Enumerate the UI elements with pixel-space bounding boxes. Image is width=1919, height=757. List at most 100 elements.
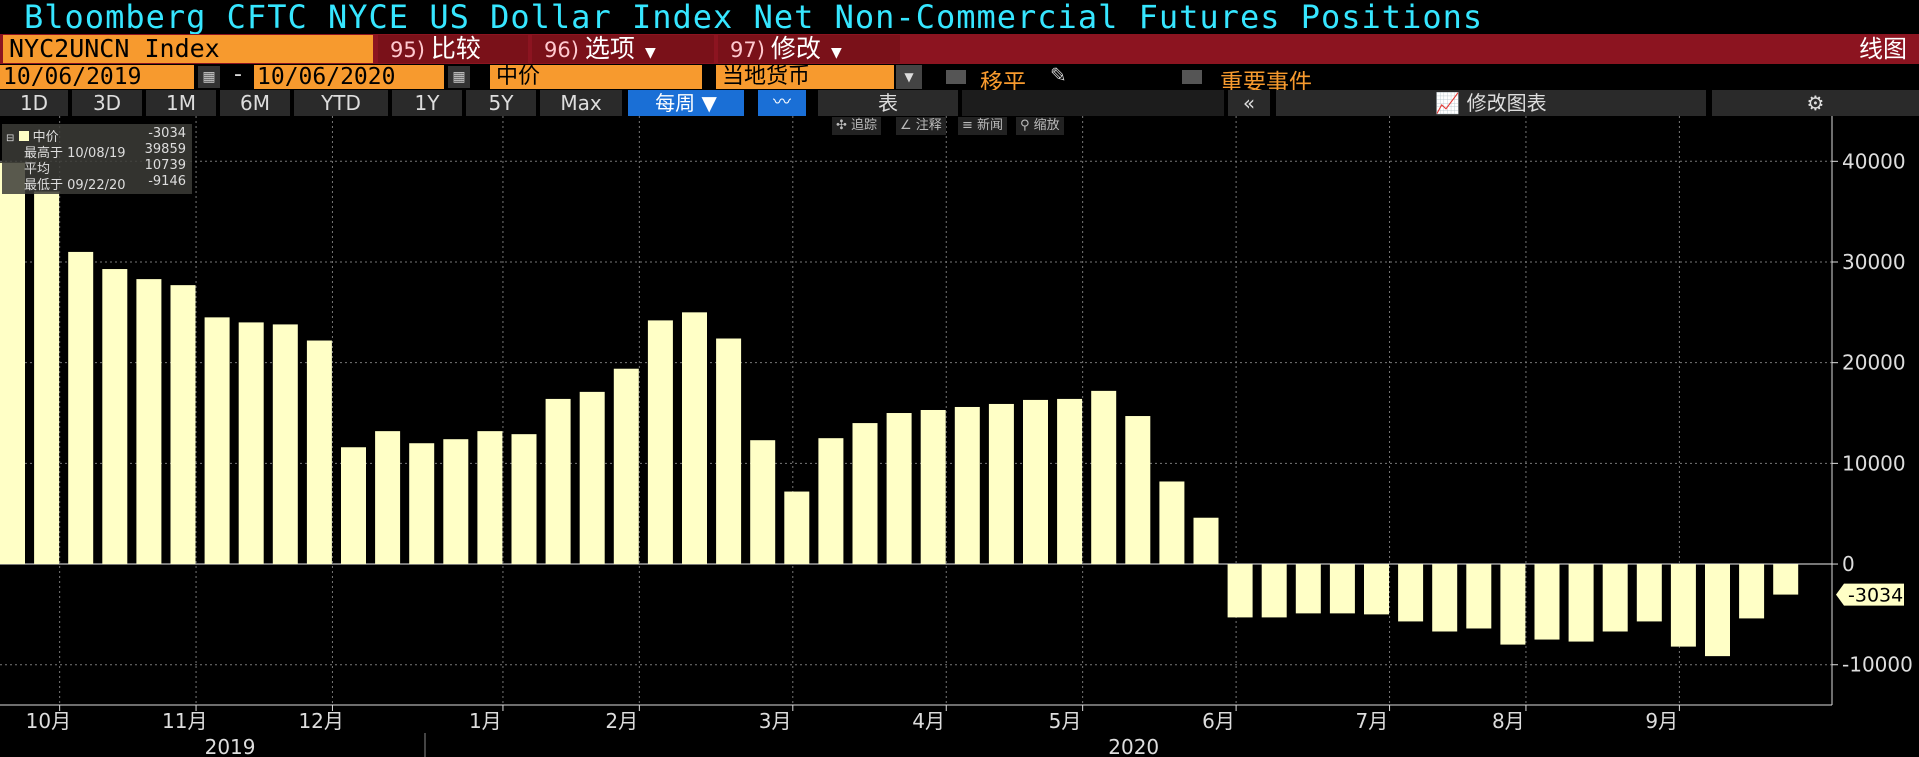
x-tick-label: 7月 (1356, 709, 1389, 733)
y-tick-label: 40000 (1842, 149, 1906, 173)
chevron-down-icon[interactable]: ▼ (896, 65, 922, 89)
bar (204, 317, 230, 565)
ticker-field[interactable]: NYC2UNCN Index (3, 35, 373, 63)
bar (886, 413, 912, 565)
x-tick-label: 4月 (912, 709, 945, 733)
period-5y[interactable]: 5Y (466, 90, 536, 116)
bar (784, 491, 810, 565)
zoom-tool[interactable]: ⚲ 缩放 (1016, 117, 1064, 135)
bar (477, 431, 503, 565)
grid (0, 116, 1832, 705)
edit-label: 修改 (770, 34, 821, 63)
bar (238, 322, 264, 565)
annotate-tool[interactable]: ∠ 注释 (896, 117, 946, 135)
period-6m[interactable]: 6M (220, 90, 290, 116)
price-field-select[interactable]: 中价 (490, 65, 702, 89)
date-separator: - (234, 62, 242, 87)
bar (1500, 564, 1526, 645)
spacer (962, 90, 1224, 116)
legend-high-label: 最高于 10/08/19 (24, 146, 126, 161)
crosshair-icon: ✣ (836, 118, 847, 133)
x-tick-label: 8月 (1492, 709, 1525, 733)
y-tick-label: 0 (1842, 552, 1855, 576)
compare-button[interactable]: 95) 比较 (378, 35, 528, 63)
bar (409, 443, 435, 565)
bar (1023, 399, 1048, 565)
edit-button[interactable]: 97) 修改 ▼ (718, 35, 900, 63)
bar (341, 447, 366, 565)
period-max[interactable]: Max (540, 90, 622, 116)
news-tool[interactable]: ≡ 新闻 (958, 117, 1008, 135)
bar (682, 312, 707, 565)
bar (136, 279, 162, 565)
line-chart-icon[interactable]: 〰 (758, 90, 806, 116)
period-1y[interactable]: 1Y (392, 90, 462, 116)
last-value-marker (1836, 583, 1904, 606)
x-tick-label: 9月 (1645, 709, 1678, 733)
currency-select[interactable]: 当地货币 (716, 65, 894, 89)
legend-series: ⊟ 中价 (6, 126, 59, 145)
bar (102, 269, 128, 565)
year-label: 2020 (1108, 735, 1159, 757)
bar (0, 162, 25, 565)
bar (1636, 564, 1662, 622)
period-1m[interactable]: 1M (146, 90, 216, 116)
table-button[interactable]: 表 (818, 90, 958, 116)
shift-checkbox[interactable] (946, 70, 966, 84)
chart-title: Bloomberg CFTC NYCE US Dollar Index Net … (24, 0, 1484, 36)
bar (1125, 416, 1151, 565)
end-date-field[interactable]: 10/06/2020 (254, 65, 444, 89)
bar (443, 439, 469, 565)
bar (375, 431, 401, 565)
start-date-field[interactable]: 10/06/2019 (0, 65, 194, 89)
bar (988, 403, 1014, 565)
period-1d[interactable]: 1D (0, 90, 68, 116)
x-tick-label: 11月 (162, 709, 207, 733)
x-tick-label: 1月 (469, 709, 502, 733)
period-3d[interactable]: 3D (72, 90, 142, 116)
annotate-label: 注释 (915, 118, 942, 133)
compare-label: 比较 (430, 34, 481, 63)
bar (1227, 564, 1253, 618)
bar (68, 251, 94, 565)
calendar-icon[interactable]: ▦ (198, 66, 220, 88)
x-tick-label: 10月 (26, 709, 71, 733)
edit-chart-button[interactable]: 📈 修改图表 (1276, 90, 1706, 116)
bar (920, 409, 946, 565)
y-tick-label: 30000 (1842, 250, 1906, 274)
y-tick-label: -10000 (1842, 653, 1913, 677)
bar (954, 406, 980, 565)
legend-box[interactable]: ⊟ 中价 -3034 最高于 10/08/19 39859 平均 10739 最… (2, 124, 192, 194)
bar (170, 285, 196, 565)
legend-avg-value: 10739 (144, 158, 186, 173)
legend-high-value: 39859 (144, 142, 186, 157)
edit-chart-label: 修改图表 (1466, 91, 1547, 115)
bar (579, 391, 605, 565)
events-checkbox[interactable] (1182, 70, 1202, 84)
trace-tool[interactable]: ✣ 追踪 (832, 117, 882, 135)
bar (1261, 564, 1287, 618)
bar (1568, 564, 1594, 642)
chart-edit-icon: 📈 (1435, 91, 1461, 115)
bar (1091, 390, 1117, 565)
bar (818, 438, 844, 565)
period-ytd[interactable]: YTD (294, 90, 388, 116)
options-button[interactable]: 96) 选项 ▼ (532, 35, 714, 63)
bar (34, 191, 60, 565)
collapse-button[interactable]: « (1228, 90, 1270, 116)
frequency-label: 每周 (655, 91, 696, 115)
bar (511, 434, 537, 565)
gear-icon[interactable]: ⚙ (1712, 90, 1919, 116)
pencil-icon[interactable]: ✎ (1050, 63, 1067, 87)
triangle-down-icon: ▼ (701, 91, 717, 115)
series-name: 中价 (32, 130, 59, 145)
bar (613, 368, 639, 565)
x-axis: 10月 11月 12月 1月 2月 3月 4月 5月 6月 7月 8月 9月 2019 2020 (0, 704, 1832, 757)
frequency-select[interactable]: 每周 ▼ (628, 90, 744, 116)
pen-icon: ∠ (900, 118, 912, 133)
bar (306, 340, 332, 565)
bar (716, 338, 742, 565)
bar (1602, 564, 1628, 632)
calendar-icon[interactable]: ▦ (448, 66, 470, 88)
